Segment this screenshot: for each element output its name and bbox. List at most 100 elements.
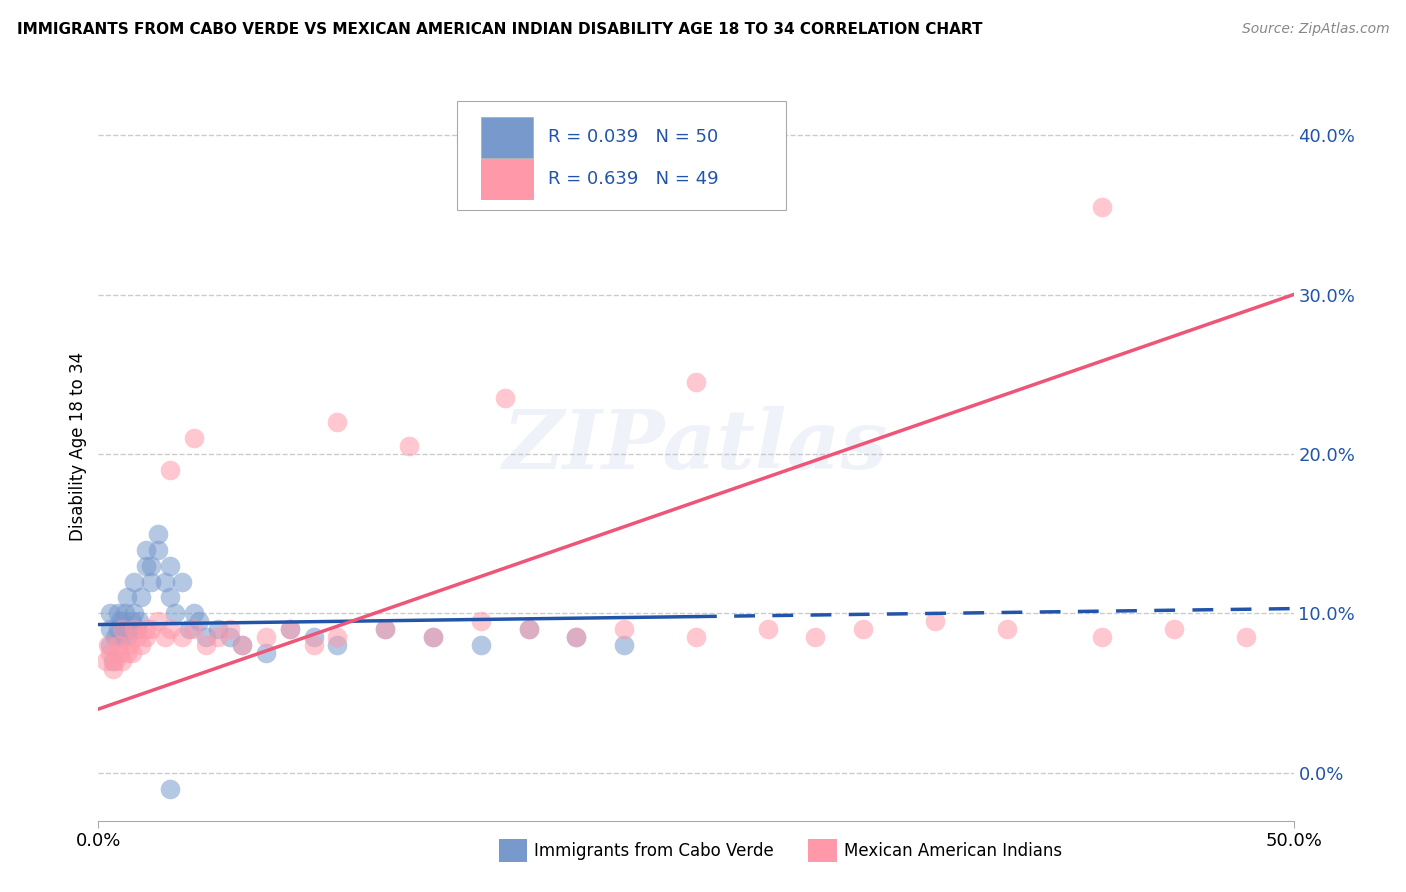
Point bbox=[107, 638, 129, 652]
Point bbox=[111, 654, 134, 668]
Point bbox=[183, 623, 205, 637]
Point bbox=[517, 623, 540, 637]
Point bbox=[302, 638, 325, 652]
Point bbox=[124, 607, 146, 621]
Point bbox=[139, 558, 162, 573]
Point bbox=[159, 558, 181, 573]
Point bbox=[111, 623, 134, 637]
Point bbox=[613, 623, 636, 637]
Point bbox=[565, 630, 588, 644]
Point bbox=[254, 646, 277, 660]
Point bbox=[685, 630, 707, 644]
Point bbox=[104, 630, 127, 644]
FancyBboxPatch shape bbox=[481, 159, 533, 200]
Point bbox=[804, 630, 827, 644]
Point bbox=[115, 591, 138, 605]
Point bbox=[121, 646, 143, 660]
Point bbox=[115, 630, 138, 644]
Point bbox=[104, 654, 127, 668]
Point bbox=[207, 630, 229, 644]
Point bbox=[207, 623, 229, 637]
Text: ZIPatlas: ZIPatlas bbox=[503, 406, 889, 486]
Text: Source: ZipAtlas.com: Source: ZipAtlas.com bbox=[1241, 22, 1389, 37]
Point bbox=[94, 654, 117, 668]
Point bbox=[155, 574, 177, 589]
Point bbox=[398, 439, 420, 453]
Point bbox=[111, 630, 134, 644]
Point bbox=[148, 542, 170, 557]
Point bbox=[159, 463, 181, 477]
Bar bbox=[499, 839, 527, 862]
Point bbox=[108, 615, 131, 629]
Point bbox=[494, 391, 516, 405]
Point bbox=[254, 630, 277, 644]
Point bbox=[159, 781, 181, 796]
Point bbox=[326, 630, 349, 644]
Point bbox=[852, 623, 875, 637]
Point bbox=[108, 646, 131, 660]
Point bbox=[97, 638, 120, 652]
Point bbox=[135, 558, 157, 573]
FancyBboxPatch shape bbox=[457, 102, 786, 210]
Point bbox=[111, 623, 134, 637]
Point bbox=[995, 623, 1018, 637]
Point bbox=[148, 526, 170, 541]
Text: Mexican American Indians: Mexican American Indians bbox=[844, 841, 1062, 860]
Point bbox=[924, 615, 946, 629]
Point bbox=[121, 615, 143, 629]
Point bbox=[374, 623, 396, 637]
Point bbox=[183, 431, 205, 445]
Point bbox=[172, 574, 194, 589]
Point bbox=[139, 574, 162, 589]
Point bbox=[159, 623, 181, 637]
Point bbox=[135, 623, 157, 637]
Point bbox=[187, 615, 209, 629]
Point bbox=[195, 638, 218, 652]
Point bbox=[111, 615, 134, 629]
Point bbox=[131, 638, 153, 652]
Point bbox=[231, 638, 253, 652]
Point bbox=[124, 574, 146, 589]
Point bbox=[278, 623, 301, 637]
Point bbox=[470, 615, 492, 629]
Text: R = 0.639   N = 49: R = 0.639 N = 49 bbox=[548, 170, 718, 188]
Point bbox=[1163, 623, 1185, 637]
Point bbox=[422, 630, 444, 644]
Point bbox=[135, 542, 157, 557]
Point bbox=[183, 607, 205, 621]
Text: IMMIGRANTS FROM CABO VERDE VS MEXICAN AMERICAN INDIAN DISABILITY AGE 18 TO 34 CO: IMMIGRANTS FROM CABO VERDE VS MEXICAN AM… bbox=[17, 22, 983, 37]
Point bbox=[124, 623, 146, 637]
Point bbox=[98, 638, 122, 652]
Text: Immigrants from Cabo Verde: Immigrants from Cabo Verde bbox=[534, 841, 775, 860]
Point bbox=[565, 630, 588, 644]
Point bbox=[231, 638, 253, 652]
Point bbox=[159, 591, 181, 605]
Point bbox=[98, 623, 122, 637]
Point bbox=[115, 646, 138, 660]
Point bbox=[135, 630, 157, 644]
Point bbox=[172, 630, 194, 644]
Point bbox=[101, 654, 124, 668]
Point bbox=[219, 630, 242, 644]
Point bbox=[155, 630, 177, 644]
Point bbox=[118, 638, 141, 652]
Point bbox=[219, 623, 242, 637]
Point bbox=[613, 638, 636, 652]
Point bbox=[326, 638, 349, 652]
Point bbox=[114, 607, 136, 621]
Point bbox=[107, 607, 129, 621]
Point bbox=[517, 623, 540, 637]
Point bbox=[302, 630, 325, 644]
Point bbox=[1091, 200, 1114, 214]
Point bbox=[101, 662, 124, 676]
Point bbox=[422, 630, 444, 644]
Point bbox=[1091, 630, 1114, 644]
FancyBboxPatch shape bbox=[481, 117, 533, 158]
Point bbox=[131, 591, 153, 605]
Point bbox=[125, 623, 148, 637]
Point bbox=[470, 638, 492, 652]
Point bbox=[374, 623, 396, 637]
Point bbox=[128, 615, 150, 629]
Point bbox=[118, 623, 141, 637]
Text: R = 0.039   N = 50: R = 0.039 N = 50 bbox=[548, 128, 718, 146]
